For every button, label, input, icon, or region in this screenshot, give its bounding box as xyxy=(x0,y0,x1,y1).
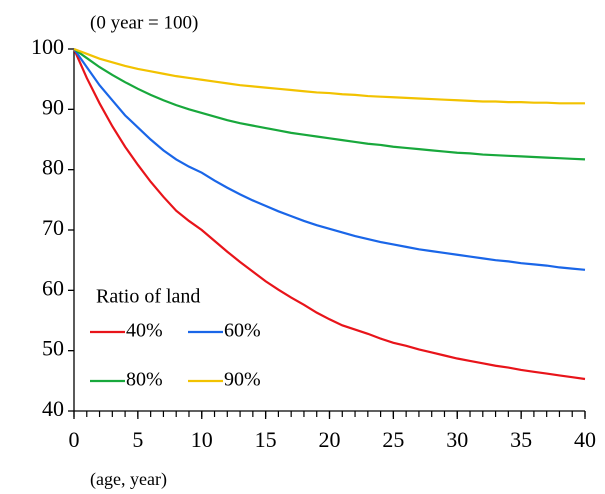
legend-label: 90% xyxy=(224,369,261,391)
legend-title: Ratio of land xyxy=(96,286,200,308)
legend-label: 40% xyxy=(126,320,163,342)
data-line xyxy=(73,47,585,105)
x-axis-label: (age, year) xyxy=(90,469,167,490)
x-tick-label: 20 xyxy=(319,427,341,452)
x-tick-label: 0 xyxy=(69,427,80,452)
y-tick-label: 80 xyxy=(42,155,64,180)
y-tick-label: 60 xyxy=(42,275,64,300)
chart-subtitle: (0 year = 100) xyxy=(90,12,198,33)
legend-label: 60% xyxy=(224,320,261,342)
x-tick-label: 35 xyxy=(510,427,532,452)
y-tick-label: 70 xyxy=(42,215,64,240)
x-tick-label: 25 xyxy=(382,427,404,452)
data-line xyxy=(73,48,586,161)
y-tick-label: 50 xyxy=(42,336,64,361)
legend-label: 80% xyxy=(126,369,163,391)
y-tick-label: 100 xyxy=(31,34,64,59)
x-tick-label: 10 xyxy=(191,427,213,452)
x-tick-label: 15 xyxy=(255,427,277,452)
y-tick-label: 40 xyxy=(42,396,64,421)
data-line xyxy=(72,48,586,381)
x-tick-label: 30 xyxy=(446,427,468,452)
x-tick-label: 40 xyxy=(574,427,596,452)
x-tick-label: 5 xyxy=(132,427,143,452)
y-tick-label: 90 xyxy=(42,94,64,119)
data-line xyxy=(73,48,586,271)
